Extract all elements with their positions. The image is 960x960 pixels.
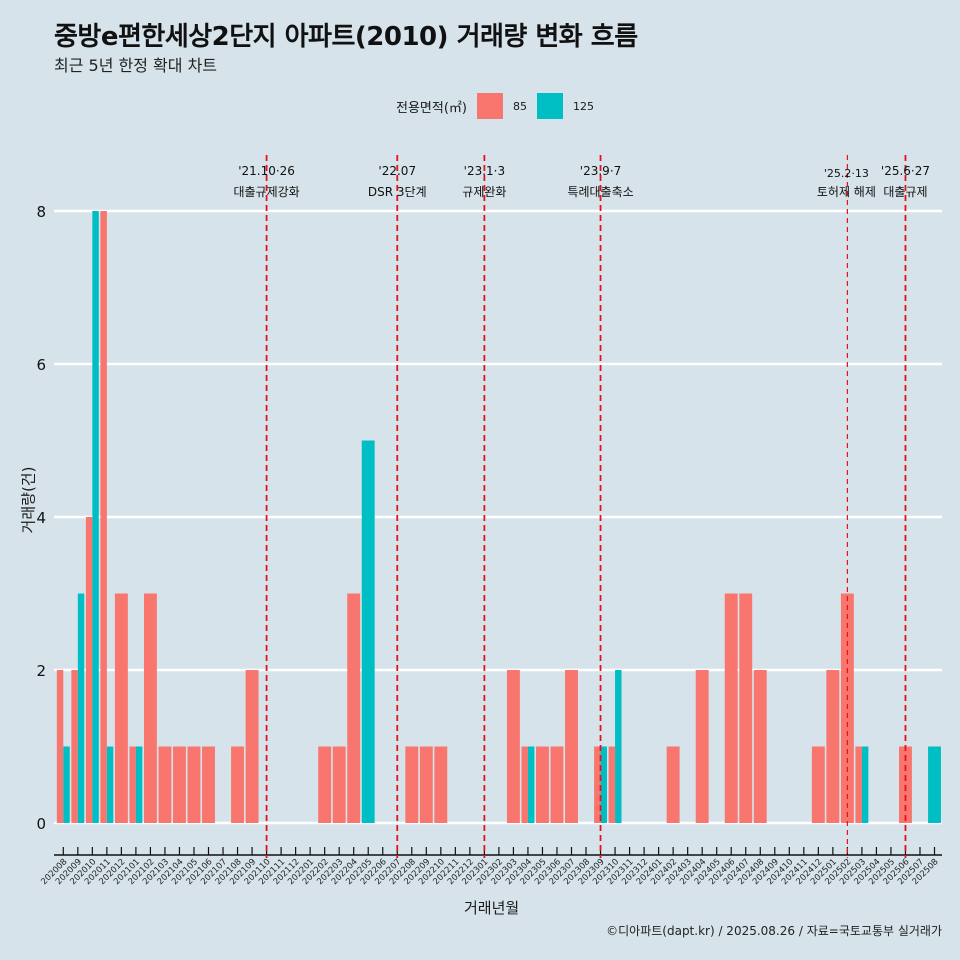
- annotation-date: '23.9·7: [580, 164, 621, 178]
- chart-subtitle: 최근 5년 한정 확대 차트: [54, 56, 218, 75]
- bar-85-202412: [811, 746, 825, 823]
- annotation-label: 대출규제: [883, 185, 927, 199]
- bar-85-202404: [695, 670, 709, 823]
- legend-key-125: [536, 93, 563, 119]
- annotation-date: '21.10·26: [238, 164, 295, 178]
- bar-85-202010: [85, 517, 93, 823]
- bar-125-202310: [615, 670, 622, 823]
- annotation-label: 대출규제강화: [233, 185, 299, 199]
- bar-85-202305: [536, 746, 549, 823]
- bar-85-202506: [899, 746, 912, 823]
- bar-85-202307: [565, 670, 578, 823]
- legend-title: 전용면적(㎡): [396, 100, 467, 116]
- bar-85-202310: [608, 746, 616, 823]
- bar-85-202011: [100, 211, 107, 823]
- bar-85-202109: [245, 670, 259, 823]
- bar-85-202304: [521, 746, 528, 823]
- bar-85-202209: [419, 746, 433, 823]
- bar-125-202009: [77, 593, 85, 823]
- annotation-label: 토허제 해제: [817, 185, 876, 199]
- bar-85-202406: [724, 593, 738, 823]
- y-tick-label: 0: [36, 815, 46, 833]
- bar-85-202009: [71, 670, 78, 823]
- annotation-date: '25.6·27: [881, 164, 930, 178]
- bar-85-202408: [753, 670, 767, 823]
- bar-85-202203: [332, 746, 346, 823]
- bar-85-202303: [506, 670, 520, 823]
- bar-125-202011: [106, 746, 114, 823]
- annotation-label: 특례대출축소: [567, 185, 633, 199]
- bar-85-202210: [434, 746, 448, 823]
- y-axis-title: 거래량(건): [19, 466, 38, 534]
- bar-125-202101: [135, 746, 143, 823]
- bar-85-202407: [739, 593, 753, 823]
- bar-85-202012: [114, 593, 128, 823]
- bar-85-202501: [826, 670, 840, 823]
- bar-85-202101: [129, 746, 136, 823]
- legend-label-125: 125: [572, 99, 594, 113]
- legend-key-85: [476, 93, 503, 119]
- y-tick-label: 6: [36, 356, 46, 374]
- bar-85-202309: [594, 746, 601, 823]
- y-tick-label: 4: [36, 509, 46, 527]
- legend-label-85: 85: [512, 99, 527, 113]
- bar-125-202205: [361, 440, 375, 823]
- caption: ©디아파트(dapt.kr) / 2025.08.26 / 자료=국토교통부 실…: [606, 924, 942, 938]
- annotation-label: 규제완화: [462, 185, 506, 199]
- y-tick-label: 2: [36, 662, 46, 680]
- bar-85-202108: [231, 746, 244, 823]
- bar-85-202204: [347, 593, 361, 823]
- bar-85-202103: [158, 746, 172, 823]
- bar-125-202008: [63, 746, 70, 823]
- bar-85-202402: [666, 746, 680, 823]
- annotation-date: '25.2·13: [824, 167, 869, 180]
- bar-125-202508: [928, 746, 941, 823]
- bar-125-202309: [600, 746, 607, 823]
- bar-85-202102: [143, 593, 157, 823]
- x-axis-title: 거래년월: [464, 899, 520, 917]
- chart-title: 중방e편한세상2단지 아파트(2010) 거래량 변화 흐름: [54, 22, 638, 52]
- y-tick-label: 8: [36, 203, 46, 221]
- bar-85-202306: [550, 746, 564, 823]
- bar-125-202503: [861, 746, 869, 823]
- bar-85-202105: [187, 746, 201, 823]
- bar-85-202008: [56, 670, 64, 823]
- bar-85-202208: [405, 746, 419, 823]
- legend: 전용면적(㎡) 85 125: [396, 93, 604, 119]
- bar-125-202010: [92, 211, 99, 823]
- bar-125-202304: [527, 746, 535, 823]
- annotation-date: '23.1·3: [464, 164, 505, 178]
- bar-85-202202: [318, 746, 332, 823]
- bar-85-202106: [202, 746, 215, 823]
- annotation-label: DSR 3단계: [368, 185, 427, 199]
- bar-85-202104: [173, 746, 186, 823]
- bar-85-202503: [855, 746, 862, 823]
- annotation-date: '22.07: [378, 164, 416, 178]
